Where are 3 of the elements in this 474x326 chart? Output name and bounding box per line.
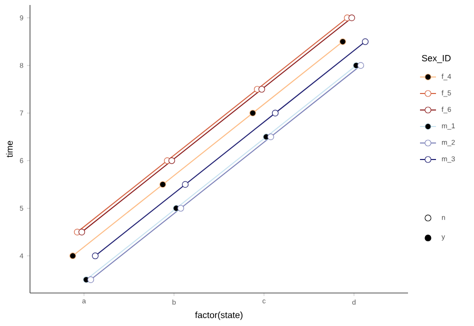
y-axis-title: time [6, 140, 13, 158]
x-axis-title: factor(state) [195, 312, 242, 320]
legend-title: Sex_ID [422, 54, 451, 64]
